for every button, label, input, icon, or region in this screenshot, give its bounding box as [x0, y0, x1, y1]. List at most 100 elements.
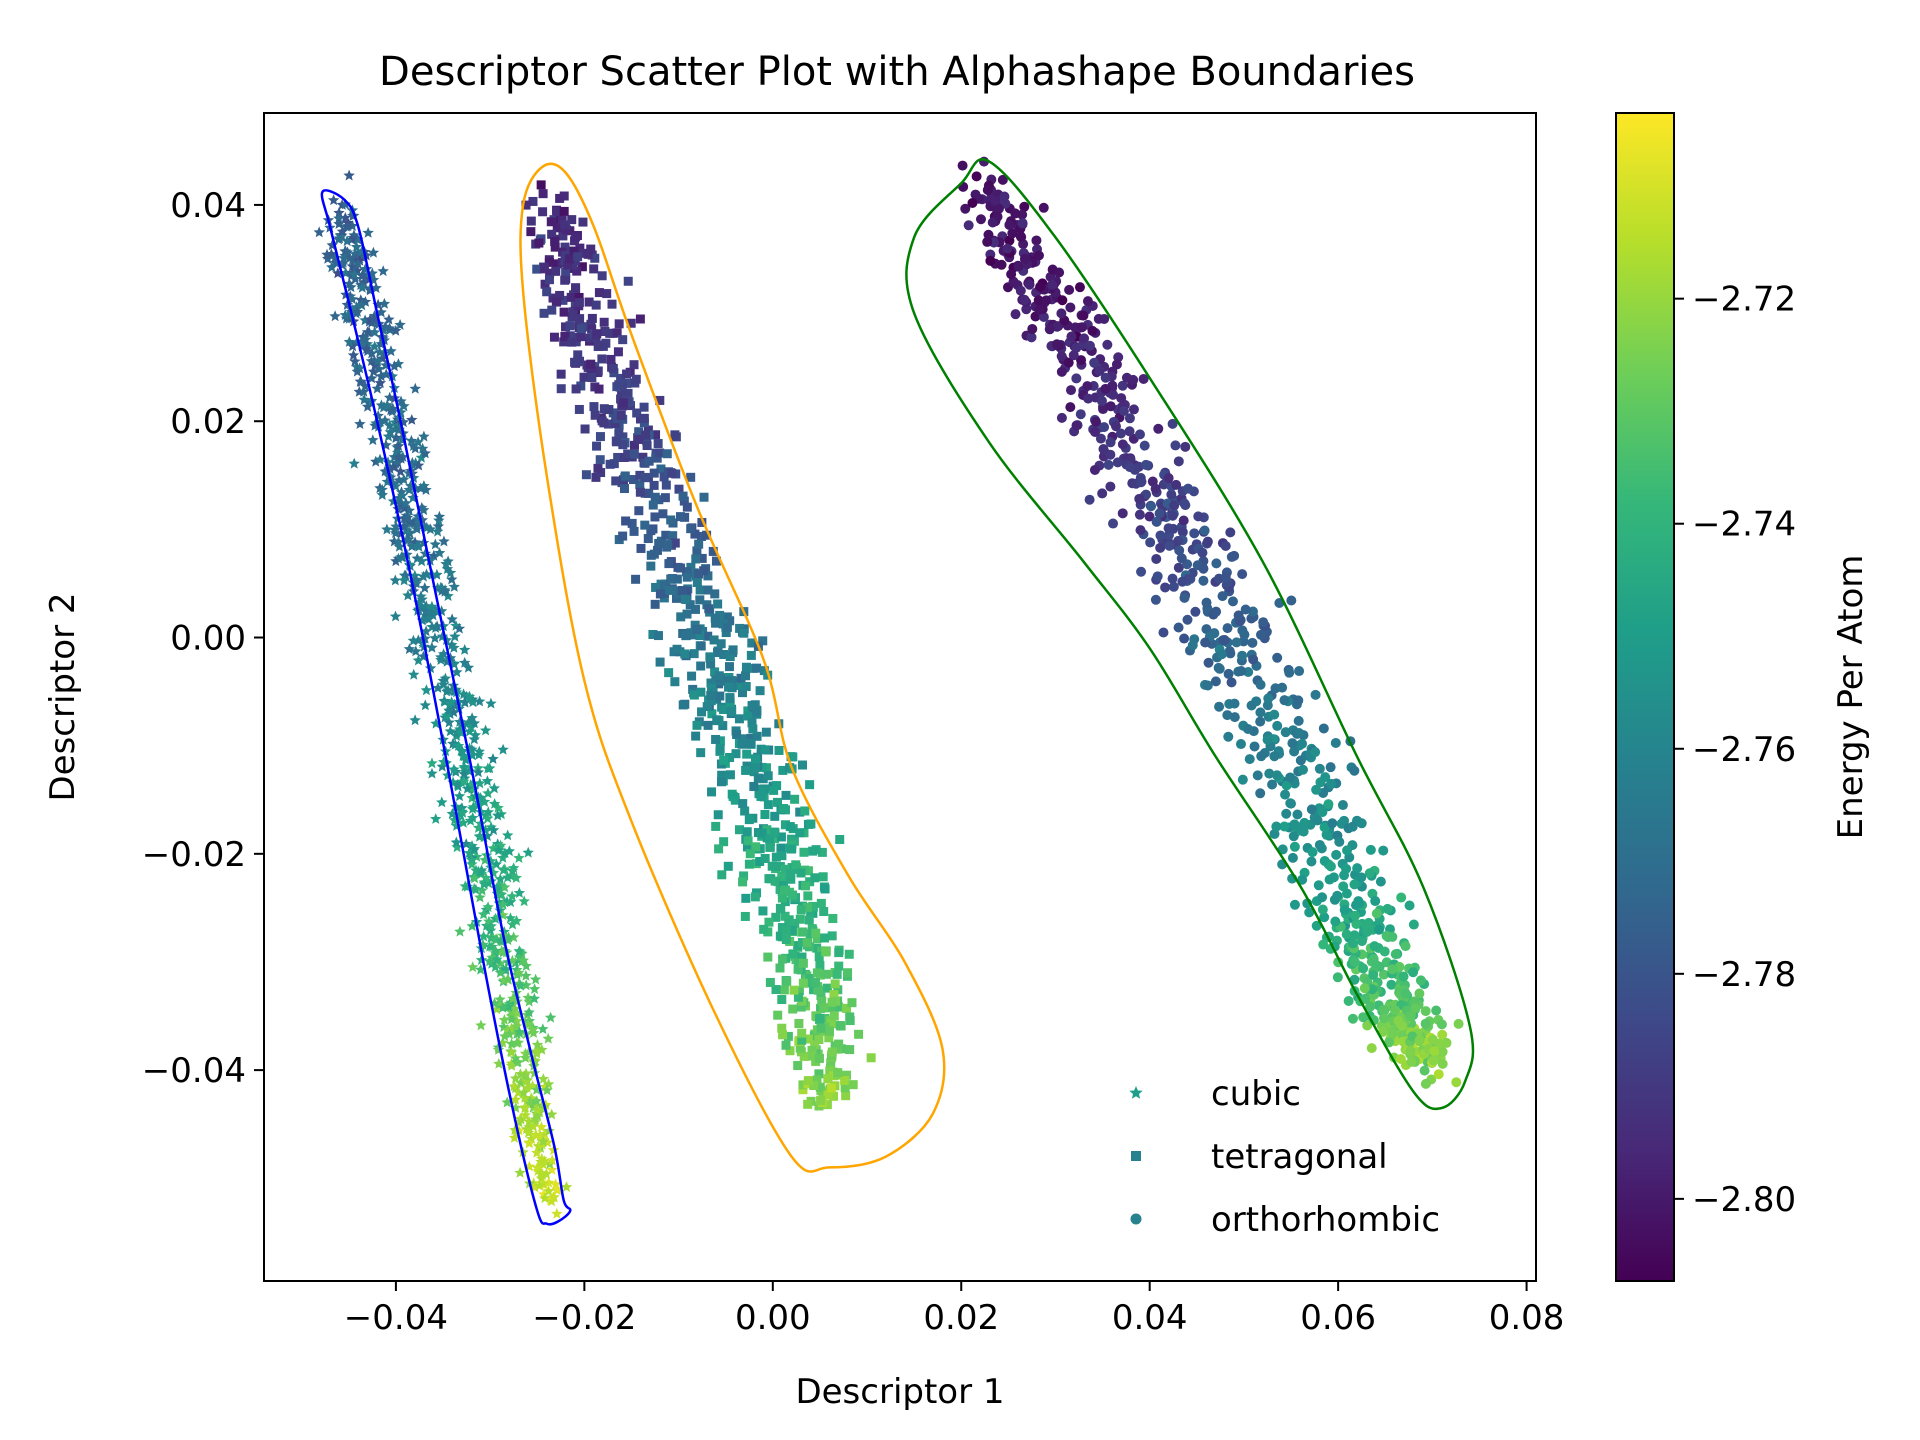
orthorhombic-point	[1041, 295, 1052, 306]
orthorhombic-point	[1223, 731, 1234, 742]
cubic-point	[436, 582, 448, 593]
orthorhombic-point	[1051, 339, 1062, 350]
cubic-point	[412, 654, 425, 666]
cubic-point	[406, 414, 418, 425]
tetragonal-point	[662, 449, 672, 459]
orthorhombic-point	[1240, 604, 1251, 615]
orthorhombic-point	[1150, 594, 1161, 605]
cubic-point	[430, 717, 442, 729]
orthorhombic-point	[1169, 500, 1180, 511]
tetragonal-point	[737, 688, 747, 698]
boundary-cubic	[320, 189, 572, 1226]
tetragonal-point	[629, 526, 639, 536]
tetragonal-point	[773, 1010, 783, 1020]
cubic-point	[502, 829, 514, 841]
tetragonal-point	[822, 1100, 832, 1110]
tetragonal-point	[795, 807, 805, 817]
orthorhombic-point	[1151, 516, 1162, 527]
orthorhombic-point	[1236, 666, 1247, 677]
orthorhombic-point	[1395, 1053, 1406, 1064]
tetragonal-point	[803, 1034, 813, 1044]
tetragonal-point	[670, 430, 680, 440]
cubic-point	[411, 539, 424, 551]
legend: cubic tetragonal orthorhombic	[1129, 1074, 1440, 1240]
orthorhombic-point	[1258, 617, 1269, 628]
tetragonal-point	[695, 585, 705, 595]
cubic-point	[348, 457, 360, 469]
orthorhombic-point	[1256, 751, 1267, 762]
cubic-point	[396, 489, 409, 501]
orthorhombic-point	[1289, 841, 1300, 852]
cubic-point	[350, 301, 363, 313]
tetragonal-point	[741, 893, 751, 903]
tetragonal-point	[536, 180, 546, 190]
tetragonal-point	[702, 530, 712, 540]
cubic-point	[361, 400, 374, 412]
tetragonal-point	[629, 449, 639, 459]
tetragonal-point	[587, 366, 597, 376]
cubic-point	[424, 523, 437, 535]
tetragonal-point	[812, 968, 822, 978]
orthorhombic-point	[1267, 779, 1278, 790]
tetragonal-point	[621, 516, 631, 526]
cubic-point	[380, 368, 392, 380]
tetragonal-point	[538, 189, 548, 199]
tetragonal-point	[788, 1004, 798, 1014]
orthorhombic-point	[1356, 872, 1367, 883]
orthorhombic-point	[1284, 667, 1295, 678]
orthorhombic-point	[1100, 383, 1111, 394]
colorbar-tick-label: −2.78	[1692, 955, 1796, 995]
orthorhombic-point	[1038, 311, 1049, 322]
orthorhombic-point	[1164, 540, 1175, 551]
legend-item-orthorhombic: orthorhombic	[1130, 1200, 1440, 1240]
cubic-point	[493, 1057, 505, 1069]
cubic-point	[475, 963, 487, 975]
tetragonal-point	[570, 357, 580, 367]
tetragonal-point	[640, 520, 650, 530]
orthorhombic-point	[1034, 304, 1045, 315]
cubic-point	[560, 1181, 573, 1192]
orthorhombic-point	[987, 217, 998, 228]
cubic-point	[537, 1023, 549, 1035]
orthorhombic-point	[1318, 939, 1329, 950]
tetragonal-point	[744, 815, 754, 825]
orthorhombic-point	[1163, 473, 1174, 484]
cubic-point	[531, 1038, 544, 1050]
tetragonal-point	[788, 890, 798, 900]
cubic-point	[430, 813, 442, 824]
orthorhombic-point	[1134, 509, 1145, 520]
orthorhombic-point	[1128, 374, 1139, 385]
orthorhombic-point	[1108, 518, 1119, 529]
cubic-point	[501, 973, 514, 985]
cubic-point	[439, 585, 451, 597]
legend-label-cubic: cubic	[1211, 1074, 1301, 1114]
cubic-point	[537, 1158, 549, 1170]
orthorhombic-point	[1105, 449, 1116, 460]
cubic-point	[445, 696, 458, 707]
tetragonal-point	[763, 800, 773, 810]
tetragonal-point	[764, 917, 774, 927]
orthorhombic-point	[1314, 839, 1325, 850]
cubic-point	[358, 385, 370, 397]
cubic-point	[517, 1086, 530, 1098]
cubic-point	[440, 558, 452, 569]
tetragonal-point	[591, 300, 601, 310]
tetragonal-point	[710, 589, 720, 599]
tetragonal-point	[682, 609, 692, 619]
orthorhombic-point	[1349, 879, 1360, 890]
tetragonal-point	[622, 378, 632, 388]
orthorhombic-point	[1288, 831, 1299, 842]
orthorhombic-point	[1136, 477, 1147, 488]
cubic-point	[345, 281, 357, 293]
orthorhombic-point	[1202, 536, 1213, 547]
tetragonal-point	[686, 472, 696, 482]
tetragonal-point	[799, 847, 809, 857]
orthorhombic-point	[1038, 202, 1049, 213]
tetragonal-point	[664, 559, 674, 569]
cubic-point	[459, 644, 471, 655]
tetragonal-point	[778, 765, 788, 775]
cubic-point	[348, 268, 360, 280]
cubic-point	[535, 1167, 547, 1178]
tetragonal-point	[713, 648, 723, 658]
tetragonal-point	[798, 958, 808, 968]
